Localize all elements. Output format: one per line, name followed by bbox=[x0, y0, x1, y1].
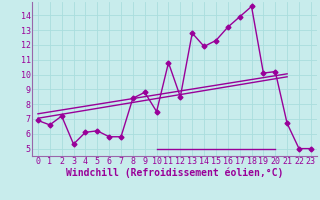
X-axis label: Windchill (Refroidissement éolien,°C): Windchill (Refroidissement éolien,°C) bbox=[66, 168, 283, 178]
